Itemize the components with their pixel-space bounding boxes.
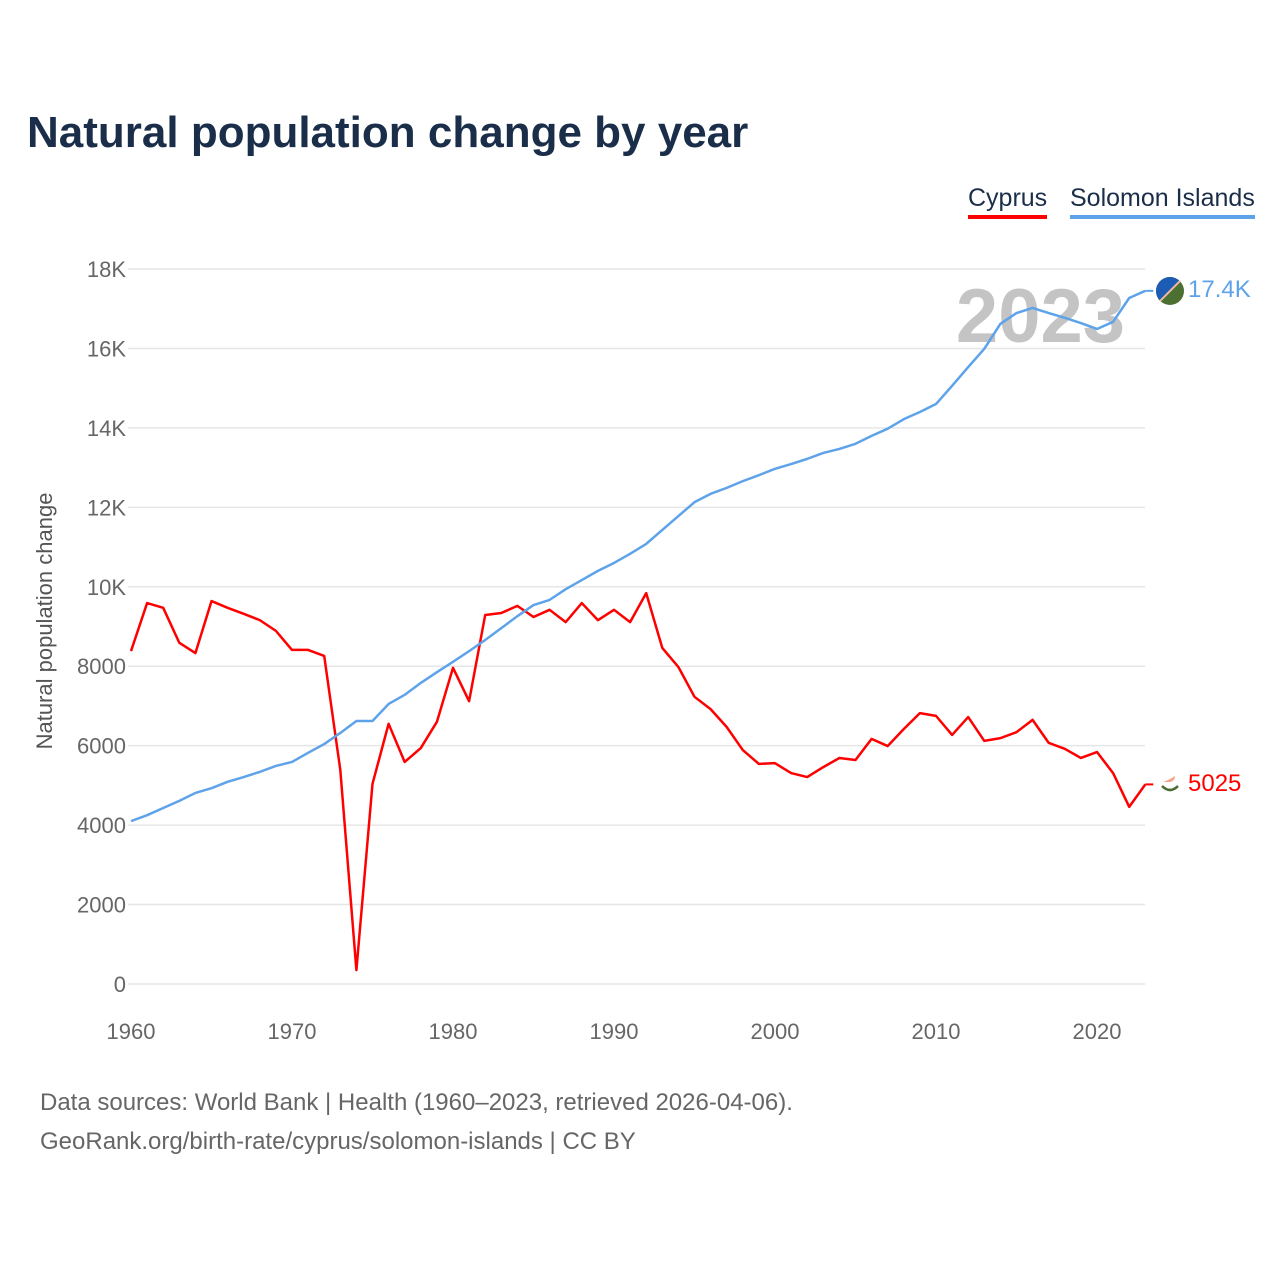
x-tick-label: 2000 [751,1019,800,1044]
cyprus-flag-icon [1159,774,1181,796]
cyprus-end-label: 5025 [1188,770,1241,797]
x-tick-label: 2020 [1073,1019,1122,1044]
y-tick-label: 6000 [77,734,126,759]
series-line-solomon-islands [130,289,1146,823]
y-tick-label: 18K [87,257,126,282]
y-tick-label: 14K [87,416,126,441]
x-tick-label: 2010 [912,1019,961,1044]
y-axis-label: Natural population change [32,493,57,750]
data-sources: Data sources: World Bank | Health (1960–… [40,1089,793,1116]
x-tick-label: 1960 [107,1019,156,1044]
x-tick-label: 1990 [590,1019,639,1044]
legend-solomon-islands[interactable]: Solomon Islands [1070,184,1255,219]
solomon-islands-end-label: 17.4K [1188,276,1251,303]
y-tick-label: 8000 [77,654,126,679]
y-tick-label: 16K [87,336,126,361]
chart-title: Natural population change by year [27,108,749,157]
y-tick-label: 4000 [77,813,126,838]
y-tick-label: 2000 [77,893,126,918]
y-tick-label: 10K [87,575,126,600]
legend-cyprus[interactable]: Cyprus [968,184,1048,219]
solomon-islands-flag-icon [1156,277,1184,305]
source-link[interactable]: GeoRank.org/birth-rate/cyprus/solomon-is… [40,1128,636,1155]
y-tick-label: 12K [87,495,126,520]
y-tick-label: 0 [114,972,126,997]
year-watermark: 2023 [956,274,1125,359]
x-tick-label: 1980 [429,1019,478,1044]
x-tick-label: 1970 [268,1019,317,1044]
series-line-cyprus [129,591,1147,972]
